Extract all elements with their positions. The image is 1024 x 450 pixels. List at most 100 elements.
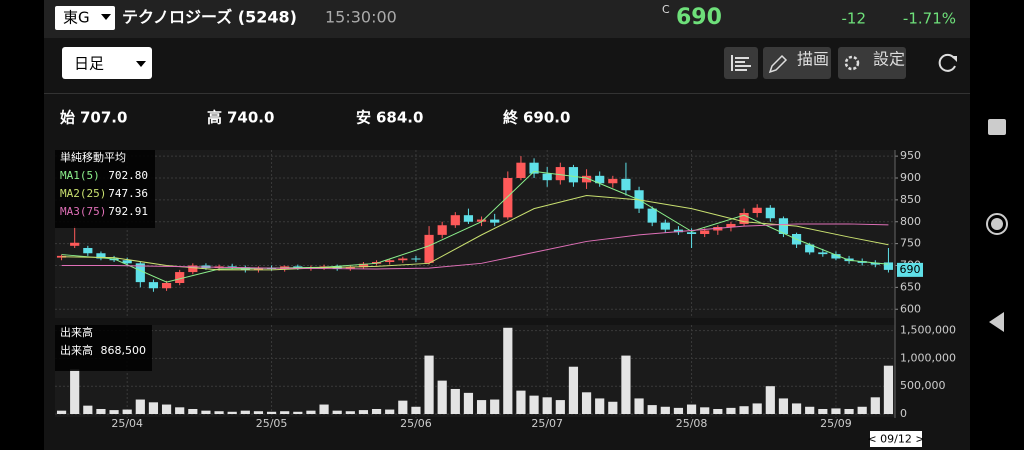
volume-bar	[568, 366, 579, 414]
volume-bar	[240, 410, 250, 414]
volume-bar	[529, 395, 539, 414]
candle-body	[345, 267, 355, 269]
candle-body	[870, 262, 880, 265]
volume-bar	[188, 408, 198, 414]
high-value: 740.0	[227, 109, 274, 127]
volume-bar	[266, 411, 277, 414]
price-flag: C	[662, 3, 670, 16]
volume-bar	[83, 405, 93, 414]
time: 15:30:00	[325, 8, 397, 27]
candle-body	[581, 175, 592, 183]
volume-bar	[463, 392, 474, 414]
volume-bar	[647, 405, 657, 414]
candle-body	[726, 223, 736, 227]
date-nav-box[interactable]	[870, 431, 922, 447]
candle-body	[673, 229, 684, 233]
volume-bar	[411, 406, 421, 414]
price-tag	[897, 262, 923, 277]
volume-bar	[253, 411, 264, 414]
candle-body	[450, 215, 460, 226]
volume-bar	[214, 411, 224, 414]
divider	[44, 93, 970, 94]
volume-bar	[476, 400, 487, 414]
x-tick-label: 25/09	[820, 417, 852, 430]
volume-bar	[805, 406, 815, 414]
y-tick-label: 900	[900, 171, 921, 184]
volume-bar	[175, 407, 185, 414]
dropdown-icon	[101, 14, 111, 20]
pencil-icon	[768, 54, 788, 74]
high-label: 高	[207, 109, 222, 127]
volume-bar	[398, 400, 408, 414]
candle-body	[595, 175, 605, 184]
volume-bar	[516, 390, 526, 414]
candle-body	[568, 167, 579, 183]
nav-back[interactable]	[989, 312, 1004, 332]
volume-bar	[542, 397, 552, 414]
period-select[interactable]	[62, 47, 152, 79]
volume-bar	[109, 410, 119, 414]
volume-bar	[595, 398, 605, 414]
x-tick-label: 25/04	[111, 417, 143, 430]
candle-body	[463, 215, 474, 222]
volume-bar	[857, 406, 867, 414]
candle-body	[831, 254, 841, 259]
candle-body	[227, 266, 237, 268]
legend-title: 単純移動平均	[60, 150, 126, 164]
volume-bar	[700, 407, 710, 414]
candle-body	[70, 242, 80, 246]
nav-recent[interactable]	[988, 119, 1006, 135]
candle-body	[437, 225, 447, 235]
volume-bar	[306, 410, 316, 414]
x-tick-label: 25/05	[256, 417, 288, 430]
legend-value: 868,500	[101, 344, 147, 357]
candle-body	[175, 272, 185, 283]
dropdown-icon	[136, 61, 146, 67]
volume-bar	[713, 408, 723, 414]
candle-body	[83, 248, 93, 254]
candle-body	[883, 262, 894, 270]
volume-bar	[293, 411, 303, 414]
draw-label: 描画	[797, 50, 829, 69]
candle-body	[398, 258, 408, 261]
open-label: 始	[60, 109, 75, 127]
volume-bar	[56, 410, 67, 414]
volume-bar	[752, 403, 762, 414]
volume-bar	[385, 409, 395, 414]
volume-bar	[371, 408, 382, 414]
period: 日足	[74, 55, 104, 73]
legend-label: 出来高	[60, 343, 93, 357]
settings-label: 設定	[873, 50, 905, 69]
nav-home-dot	[991, 218, 1003, 230]
market: 東G	[63, 9, 90, 27]
draw-button[interactable]	[763, 47, 831, 79]
candle-body	[490, 219, 500, 223]
candle-body	[542, 173, 552, 181]
market-select[interactable]	[55, 6, 115, 30]
volume-bar	[673, 407, 684, 414]
candle-body	[778, 218, 789, 234]
candle-body	[424, 234, 434, 263]
volume-bar	[70, 369, 80, 414]
legend-box	[55, 325, 152, 371]
volume-bar	[148, 402, 159, 414]
chart: 6006507007508008509009500500,0001,000,00…	[55, 149, 956, 430]
legend-box	[55, 150, 155, 228]
volume-bar	[831, 408, 841, 414]
volume-bar	[345, 411, 355, 414]
y-tick-label: 1,500,000	[900, 324, 956, 337]
close-label: 終	[503, 109, 519, 127]
settings-button[interactable]	[838, 47, 906, 79]
candle-body	[700, 230, 710, 234]
y-tick-label: 600	[900, 302, 921, 315]
legend-label: MA3(75)	[60, 205, 106, 218]
y-tick-label: 950	[900, 149, 921, 162]
ma-line	[61, 194, 889, 271]
candle-body	[608, 178, 618, 184]
refresh-icon[interactable]	[938, 53, 956, 72]
volume-bar	[739, 406, 749, 414]
legend-value: 792.91	[108, 205, 148, 218]
date-nav: < 09/12 >	[867, 433, 924, 446]
nav-home[interactable]	[986, 213, 1008, 235]
volume-bar	[135, 399, 145, 414]
